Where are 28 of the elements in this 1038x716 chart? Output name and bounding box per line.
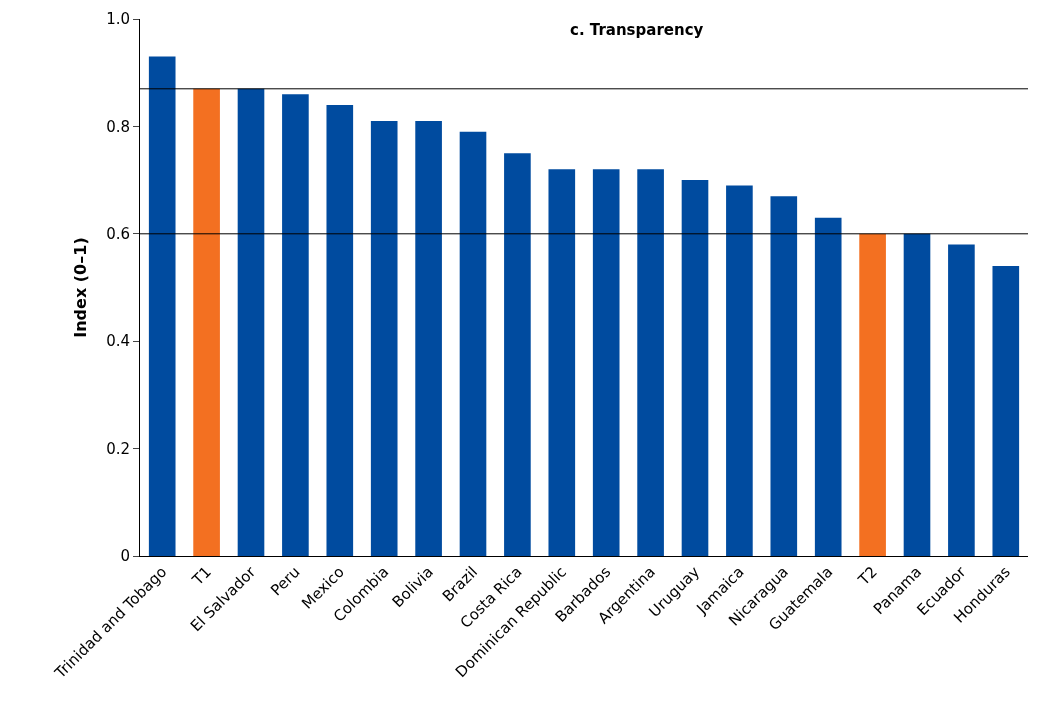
bar [415, 121, 442, 556]
y-tick-label: 1.0 [106, 10, 130, 29]
bar [592, 169, 620, 556]
y-tick-label: 0 [120, 547, 130, 566]
y-tick-label: 0.2 [106, 439, 130, 458]
bar [282, 94, 309, 556]
bar [859, 233, 886, 556]
y-axis-title: Index (0–1) [71, 237, 91, 338]
bar [504, 153, 531, 556]
bar [948, 244, 975, 556]
y-tick-label: 0.4 [106, 332, 130, 351]
bar [903, 233, 931, 556]
bar [992, 266, 1020, 556]
chart-title: c. Transparency [570, 21, 704, 39]
bar [548, 169, 576, 556]
bar [370, 121, 398, 556]
y-tick-label: 0.6 [106, 225, 130, 244]
bar [193, 88, 220, 556]
bar [637, 169, 664, 556]
bar [148, 56, 176, 556]
bar [770, 196, 798, 556]
bar [814, 217, 842, 556]
bar [681, 180, 709, 556]
bar [237, 88, 265, 556]
y-tick-label: 0.8 [106, 117, 130, 136]
bar [459, 131, 487, 556]
bar [726, 185, 753, 556]
bar [326, 104, 354, 556]
